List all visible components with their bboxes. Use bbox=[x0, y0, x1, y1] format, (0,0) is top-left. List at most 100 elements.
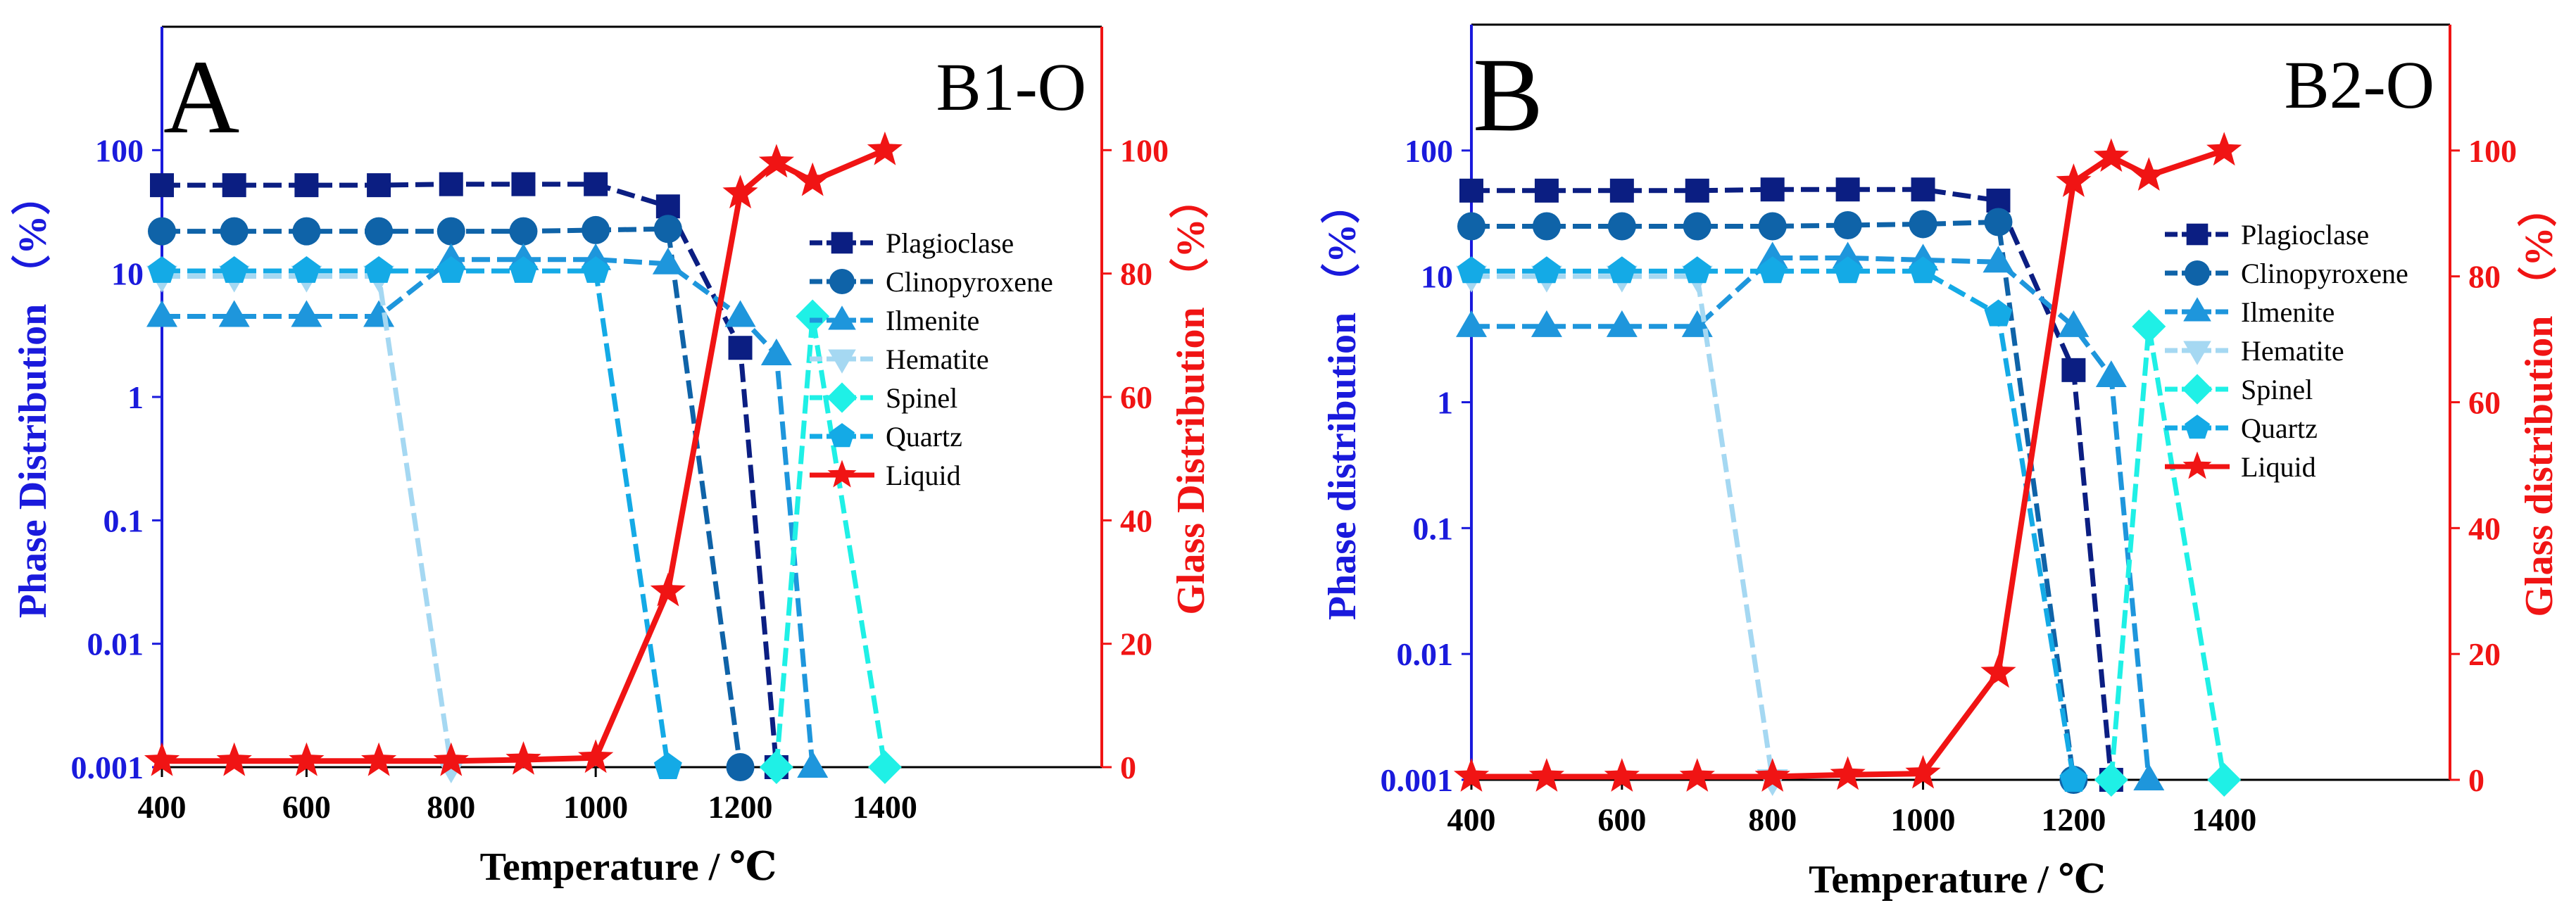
data-point-plagioclase bbox=[222, 173, 246, 198]
data-point-liquid bbox=[1528, 758, 1564, 792]
x-axis-title: Temperature / ℃ bbox=[1809, 858, 2106, 902]
legend-marker-clinopyroxene bbox=[2185, 260, 2210, 286]
series-line-plagioclase bbox=[1471, 187, 2114, 781]
data-point-ilmenite bbox=[760, 338, 792, 365]
legend-label-clinopyroxene: Clinopyroxene bbox=[2241, 258, 2408, 289]
legend-marker-quartz bbox=[829, 423, 855, 448]
legend-label-plagioclase: Plagioclase bbox=[2241, 219, 2369, 251]
data-point-liquid bbox=[2093, 138, 2129, 172]
data-point-liquid bbox=[433, 742, 469, 776]
left-y-tick-label: 0.1 bbox=[1413, 510, 1454, 546]
left-y-tick-label: 0.1 bbox=[103, 503, 144, 538]
legend-marker-hematite bbox=[828, 349, 856, 374]
legend-marker-ilmenite bbox=[2183, 297, 2211, 322]
legend-marker-liquid bbox=[827, 460, 857, 488]
left-y-tick-label: 10 bbox=[111, 256, 144, 292]
right-y-tick-label: 40 bbox=[2468, 510, 2501, 546]
panel-sample-name: B2-O bbox=[2285, 47, 2434, 122]
data-point-clinopyroxene bbox=[582, 215, 610, 244]
left-y-tick-label: 100 bbox=[95, 132, 144, 168]
data-point-ilmenite bbox=[2058, 310, 2090, 337]
data-point-quartz bbox=[1683, 256, 1711, 284]
legend-label-quartz: Quartz bbox=[2241, 412, 2318, 444]
legend-marker-spinel bbox=[2182, 374, 2213, 405]
x-tick-label: 400 bbox=[1447, 802, 1496, 838]
data-point-ilmenite bbox=[1606, 310, 1638, 337]
x-tick-label: 800 bbox=[1748, 802, 1797, 838]
x-axis-title: Temperature / ℃ bbox=[480, 845, 777, 889]
legend-marker-plagioclase bbox=[831, 232, 853, 254]
series-line-ilmenite bbox=[1471, 255, 2151, 781]
data-point-plagioclase bbox=[439, 172, 463, 196]
x-tick-label: 1000 bbox=[563, 789, 628, 825]
right-y-tick-label: 60 bbox=[2468, 385, 2501, 421]
data-point-ilmenite bbox=[797, 751, 829, 778]
x-tick-label: 600 bbox=[282, 789, 331, 825]
legend-marker-quartz bbox=[2185, 415, 2210, 439]
data-point-quartz bbox=[1984, 299, 2013, 327]
data-point-spinel bbox=[2094, 763, 2128, 797]
left-y-tick-label: 0.001 bbox=[1381, 762, 1454, 798]
right-y-tick-label: 40 bbox=[1120, 503, 1152, 538]
legend-marker-plagioclase bbox=[2186, 223, 2209, 246]
data-point-plagioclase bbox=[584, 172, 608, 196]
legend-marker-ilmenite bbox=[828, 305, 856, 330]
data-point-ilmenite bbox=[724, 300, 756, 327]
data-point-clinopyroxene bbox=[292, 217, 321, 246]
right-y-tick-label: 20 bbox=[1120, 626, 1152, 662]
right-y-axis-title: Glass distribution （%） bbox=[2517, 188, 2561, 617]
series-spinel bbox=[759, 299, 902, 784]
data-point-liquid bbox=[795, 162, 831, 196]
data-point-liquid bbox=[289, 742, 325, 776]
data-point-ilmenite bbox=[1983, 246, 2014, 273]
data-point-quartz bbox=[1607, 256, 1636, 284]
data-point-plagioclase bbox=[728, 336, 753, 360]
panel-sample-name: B1-O bbox=[936, 49, 1086, 125]
data-point-liquid bbox=[1830, 756, 1866, 790]
data-point-plagioclase bbox=[511, 172, 536, 196]
left-y-tick-label: 0.01 bbox=[87, 626, 144, 662]
right-y-tick-label: 100 bbox=[1120, 132, 1169, 168]
data-point-spinel bbox=[867, 750, 902, 784]
right-y-tick-label: 80 bbox=[2468, 259, 2501, 295]
data-point-quartz bbox=[653, 752, 682, 779]
legend-label-ilmenite: Ilmenite bbox=[2241, 296, 2335, 328]
legend-marker-liquid bbox=[2182, 451, 2212, 479]
data-point-plagioclase bbox=[1459, 178, 1483, 203]
chart-panel-b: 400 600 800 1000 1200 14000.0010.010.11101000… bbox=[1320, 23, 2561, 902]
legend-marker-spinel bbox=[827, 382, 857, 413]
data-point-clinopyroxene bbox=[1984, 208, 2013, 236]
x-tick-label: 1400 bbox=[2192, 802, 2256, 838]
data-point-liquid bbox=[1453, 758, 1490, 792]
legend-label-liquid: Liquid bbox=[886, 460, 961, 491]
data-point-clinopyroxene bbox=[220, 217, 249, 246]
legend-label-quartz: Quartz bbox=[886, 421, 962, 453]
data-point-quartz bbox=[1457, 256, 1485, 284]
x-tick-label: 800 bbox=[427, 789, 475, 825]
data-point-plagioclase bbox=[294, 173, 319, 198]
data-point-ilmenite bbox=[146, 300, 177, 327]
data-point-spinel bbox=[2132, 309, 2166, 343]
data-point-clinopyroxene bbox=[1607, 212, 1636, 241]
data-point-ilmenite bbox=[2133, 764, 2165, 790]
data-point-liquid bbox=[2206, 132, 2242, 166]
data-point-clinopyroxene bbox=[1532, 212, 1561, 241]
right-y-tick-label: 0 bbox=[2468, 762, 2484, 798]
chart-panel-a: 400 600 800 1000 1200 14000.0010.010.11101000… bbox=[11, 25, 1213, 889]
data-point-clinopyroxene bbox=[436, 217, 465, 246]
series-quartz bbox=[1457, 256, 2088, 792]
data-point-clinopyroxene bbox=[509, 217, 538, 246]
data-point-ilmenite bbox=[218, 300, 250, 327]
series-line-quartz bbox=[1471, 268, 2076, 781]
legend-marker-clinopyroxene bbox=[829, 269, 855, 294]
left-y-tick-label: 1 bbox=[1437, 385, 1453, 421]
data-point-plagioclase bbox=[1835, 177, 1860, 202]
data-point-liquid bbox=[1905, 754, 1941, 789]
series-plagioclase bbox=[150, 172, 788, 779]
data-point-liquid bbox=[1754, 758, 1790, 792]
x-tick-label: 600 bbox=[1597, 802, 1646, 838]
legend: Plagioclase Clinopyroxene Ilmenite Hematite… bbox=[2165, 219, 2408, 483]
data-point-spinel bbox=[796, 299, 830, 334]
legend-label-liquid: Liquid bbox=[2241, 451, 2316, 483]
data-point-plagioclase bbox=[1760, 177, 1785, 202]
